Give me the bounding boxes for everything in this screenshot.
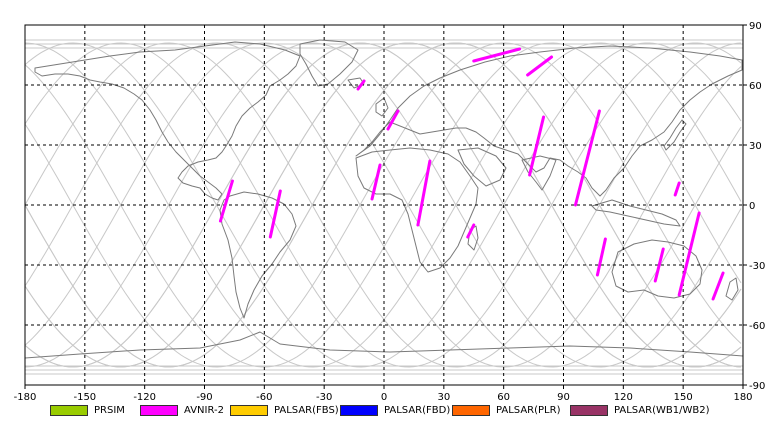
y-tick-label: 60 bbox=[749, 81, 762, 92]
legend-label-prsim: PRSIM bbox=[94, 404, 125, 416]
avnir-swath bbox=[526, 55, 554, 77]
legend-swatch-palsar-fbd bbox=[340, 404, 378, 416]
graticule bbox=[25, 25, 743, 385]
avnir-swath bbox=[416, 159, 432, 227]
coastline-greenland bbox=[299, 39, 359, 87]
legend-label-palsar-wb: PALSAR(WB1/WB2) bbox=[614, 404, 710, 416]
coastline-new-zealand bbox=[725, 277, 739, 301]
x-tick-label: 150 bbox=[674, 392, 693, 403]
latitude-tick-labels: 90 60 30 0 -30 -60 -90 bbox=[743, 21, 765, 392]
coastline-british-isles bbox=[375, 97, 389, 117]
legend-label-avnir2: AVNIR-2 bbox=[184, 404, 224, 416]
y-tick-label: -60 bbox=[749, 321, 765, 332]
avnir-swaths bbox=[218, 47, 725, 301]
coastline-north-america bbox=[34, 41, 301, 201]
legend: PRSIM AVNIR-2 PALSAR(FBS) PALSAR(FBD) PA… bbox=[0, 402, 770, 422]
x-tick-label: -90 bbox=[196, 392, 212, 403]
legend-item-palsar-fbs: PALSAR(FBS) bbox=[230, 402, 339, 418]
coastline-southeast-asia bbox=[591, 199, 681, 227]
coastline-antarctica bbox=[24, 331, 744, 359]
avnir-swath bbox=[673, 181, 681, 197]
coastline-madagascar bbox=[467, 225, 479, 251]
x-tick-label: -150 bbox=[73, 392, 96, 403]
legend-item-prsim: PRSIM bbox=[50, 402, 125, 418]
legend-item-avnir2: AVNIR-2 bbox=[140, 402, 224, 418]
x-tick-label: -120 bbox=[133, 392, 156, 403]
coastline-south-america bbox=[219, 191, 297, 319]
legend-item-palsar-fbd: PALSAR(FBD) bbox=[340, 402, 450, 418]
avnir-swath bbox=[711, 271, 725, 301]
avnir-swath bbox=[595, 237, 607, 277]
avnir-swath bbox=[466, 223, 476, 239]
longitude-tick-labels: -180 -150 -120 -90 -60 -30 0 30 60 90 120 150 180 bbox=[14, 385, 753, 403]
avnir-swath bbox=[218, 179, 234, 223]
avnir-swath bbox=[528, 115, 546, 177]
coastline-japan bbox=[663, 119, 687, 151]
legend-item-palsar-plr: PALSAR(PLR) bbox=[452, 402, 560, 418]
legend-swatch-palsar-fbs bbox=[230, 404, 268, 416]
avnir-swath bbox=[370, 163, 382, 201]
x-tick-label: 180 bbox=[733, 392, 752, 403]
x-tick-label: 60 bbox=[497, 392, 510, 403]
y-tick-label: 90 bbox=[749, 21, 762, 32]
avnir-swath bbox=[573, 109, 601, 207]
coastline-australia bbox=[611, 239, 703, 299]
legend-swatch-palsar-wb bbox=[570, 404, 608, 416]
x-tick-label: -180 bbox=[14, 392, 37, 403]
legend-label-palsar-plr: PALSAR(PLR) bbox=[496, 404, 561, 416]
coastline-eurasia bbox=[355, 45, 743, 197]
legend-label-palsar-fbs: PALSAR(FBS) bbox=[274, 404, 339, 416]
avnir-swath bbox=[386, 109, 400, 131]
avnir-swath bbox=[653, 247, 665, 283]
coastline-arabia bbox=[457, 147, 507, 187]
x-tick-label: -30 bbox=[316, 392, 332, 403]
orbit-track bbox=[24, 42, 742, 368]
x-tick-label: -60 bbox=[256, 392, 272, 403]
legend-swatch-avnir2 bbox=[140, 404, 178, 416]
orbit-track bbox=[24, 42, 742, 368]
y-tick-label: 30 bbox=[749, 141, 762, 152]
y-tick-label: -30 bbox=[749, 261, 765, 272]
avnir-swath bbox=[677, 211, 701, 297]
legend-swatch-prsim bbox=[50, 404, 88, 416]
avnir-swath bbox=[472, 47, 522, 63]
avnir-swath bbox=[356, 79, 366, 91]
coastline-africa bbox=[355, 147, 479, 273]
y-tick-label: 0 bbox=[749, 201, 755, 212]
legend-swatch-palsar-plr bbox=[452, 404, 490, 416]
x-tick-label: 120 bbox=[614, 392, 633, 403]
legend-item-palsar-wb: PALSAR(WB1/WB2) bbox=[570, 402, 710, 418]
y-tick-label: -90 bbox=[749, 381, 765, 392]
x-tick-label: 90 bbox=[557, 392, 570, 403]
avnir-swath bbox=[268, 189, 282, 239]
x-tick-label: 0 bbox=[381, 392, 387, 403]
legend-label-palsar-fbd: PALSAR(FBD) bbox=[384, 404, 451, 416]
x-tick-label: 30 bbox=[437, 392, 450, 403]
